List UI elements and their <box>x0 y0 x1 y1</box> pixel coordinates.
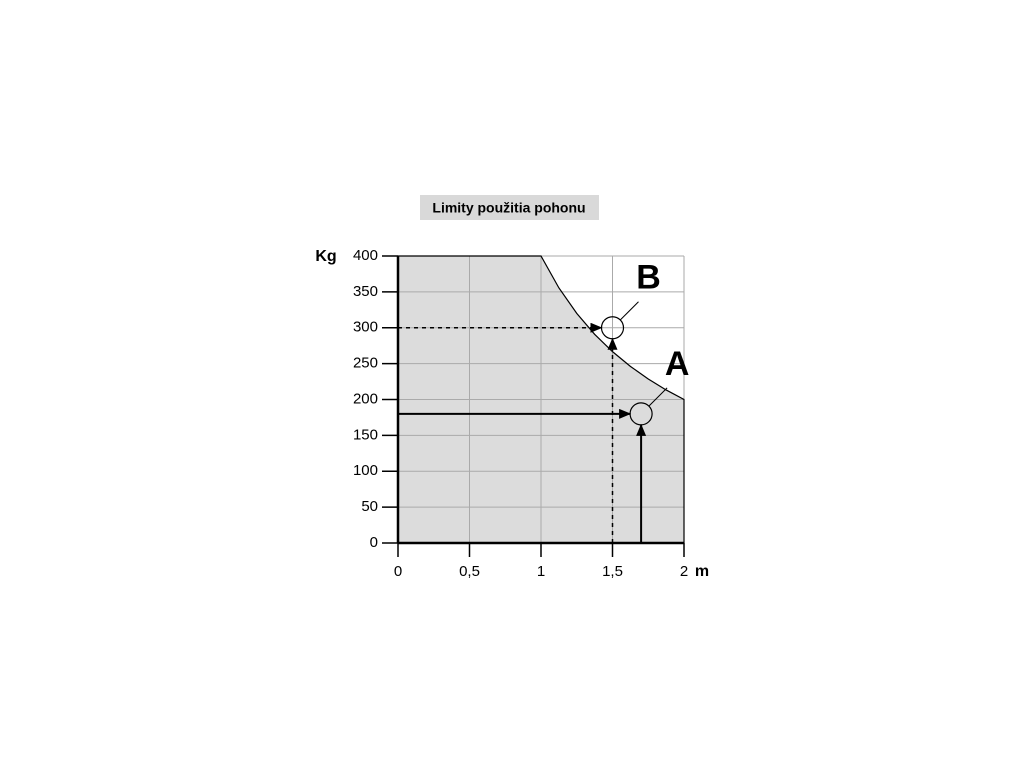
leader-line <box>648 387 668 407</box>
limit-outline <box>398 255 685 543</box>
y-tick-label: 400 <box>353 247 378 264</box>
y-tick-label: 350 <box>353 283 378 300</box>
y-tick-label: 100 <box>353 462 378 479</box>
point-label: A <box>665 345 690 383</box>
x-tick-label: 0 <box>394 563 402 580</box>
x-tick-label: 1,5 <box>602 563 623 580</box>
y-tick-label: 150 <box>353 426 378 443</box>
y-axis-label: Kg <box>315 248 336 265</box>
y-tick-label: 50 <box>361 498 378 515</box>
y-tick-label: 300 <box>353 319 378 336</box>
point-circle <box>600 316 625 340</box>
x-tick-label: 1 <box>537 563 545 580</box>
point-label: B <box>636 259 661 297</box>
point-circle <box>629 402 653 426</box>
x-tick-label: 0,5 <box>459 563 480 580</box>
y-tick-label: 200 <box>353 390 378 407</box>
x-tick-label: 2 <box>680 563 688 580</box>
chart-title: Limity použitia pohonu <box>432 200 585 216</box>
y-tick-label: 0 <box>370 534 378 551</box>
y-tick-label: 250 <box>353 355 378 372</box>
leader-line <box>620 301 639 321</box>
x-axis-label: m <box>695 563 709 580</box>
title-background <box>420 195 599 220</box>
